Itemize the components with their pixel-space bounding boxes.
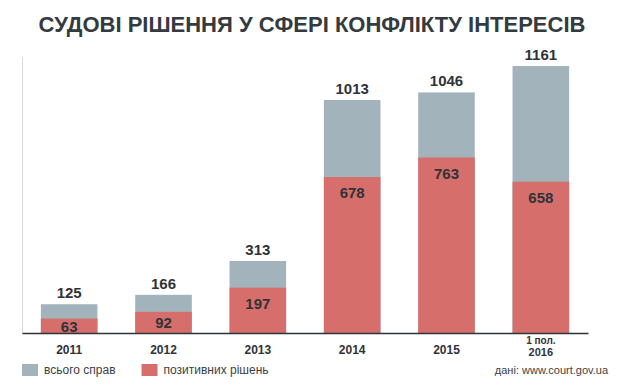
bar <box>418 92 475 333</box>
data-label: 678 <box>340 184 365 201</box>
x-tick: 2014 <box>339 333 366 357</box>
legend-label: всього справ <box>44 363 116 377</box>
x-tick: 2015 <box>433 333 460 357</box>
bar <box>418 158 475 333</box>
y-axis-line <box>22 58 23 334</box>
x-tick-label: 1 пол.2016 <box>526 335 556 358</box>
bar <box>513 66 570 333</box>
x-tick: 2013 <box>244 333 271 357</box>
data-label: 125 <box>57 284 82 301</box>
title: СУДОВІ РІШЕННЯ У СФЕРІ КОНФЛІКТУ ІНТЕРЕС… <box>39 12 586 37</box>
data-label: 1013 <box>335 80 368 97</box>
bars <box>41 66 569 333</box>
data-label: 1161 <box>525 46 558 63</box>
data-label: 166 <box>151 275 176 292</box>
data-labels: 125 166 313 1013 1046 1161 63 92 197 678 763 658 <box>57 46 557 335</box>
data-label: 763 <box>434 165 459 182</box>
data-label: 1046 <box>430 72 463 89</box>
x-axis-line <box>23 333 589 335</box>
data-label: 63 <box>61 318 78 335</box>
x-tick: 2012 <box>150 333 177 357</box>
x-tick: 2011 <box>56 333 82 357</box>
bar <box>324 177 381 333</box>
x-tick-label: 2015 <box>433 343 460 357</box>
legend: всього справ позитивних рішень <box>22 363 269 377</box>
y-axis <box>22 58 23 334</box>
x-tick-label: 2012 <box>150 343 177 357</box>
source-note: дані: www.court.gov.ua <box>495 364 609 376</box>
chart: СУДОВІ РІШЕННЯ У СФЕРІ КОНФЛІКТУ ІНТЕРЕС… <box>0 0 624 388</box>
bar <box>230 261 287 333</box>
x-tick-label: 2014 <box>339 343 366 357</box>
legend-swatch <box>22 364 38 376</box>
data-label: 658 <box>528 189 553 206</box>
bar <box>513 182 570 333</box>
x-tick-label: 2013 <box>244 343 271 357</box>
bar <box>135 295 192 333</box>
data-label: 313 <box>245 241 270 258</box>
bar <box>135 312 192 333</box>
bar <box>230 288 287 333</box>
x-tick-label: 2011 <box>56 343 82 357</box>
plot: 125 166 313 1013 1046 1161 63 92 197 678 763 658 201… <box>23 46 589 358</box>
x-axis: 2011 2012 2013 2014 2015 1 пол.2016 <box>23 333 589 358</box>
data-label: 92 <box>155 314 172 331</box>
legend-label: позитивних рішень <box>164 363 269 377</box>
legend-swatch <box>142 364 158 376</box>
bar <box>324 100 381 333</box>
data-label: 197 <box>245 295 270 312</box>
x-tick: 1 пол.2016 <box>526 333 556 358</box>
